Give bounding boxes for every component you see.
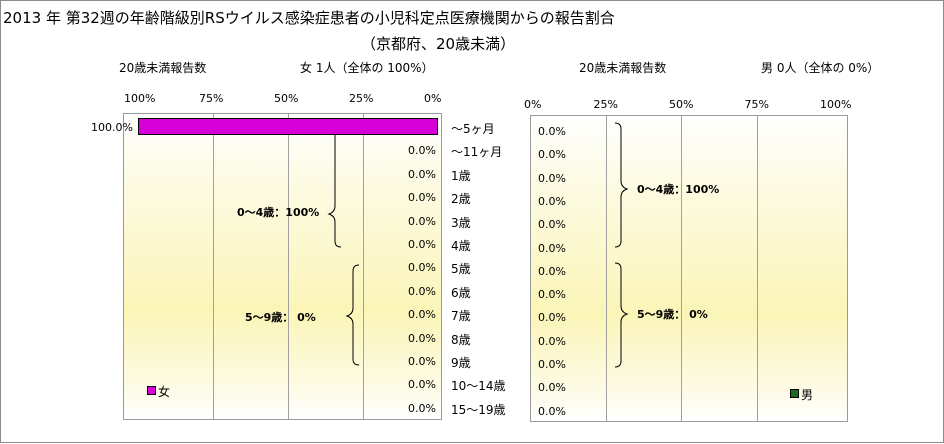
female-header-label: 20歳未満報告数 [119,61,207,75]
male-tick-label: 100% [820,98,852,111]
male-gridline [681,116,682,421]
female-value-label: 0.0% [408,308,436,322]
male-value-label: 0.0% [538,358,566,371]
male-value-label: 0.0% [538,381,566,395]
category-label: 8歳 [451,332,471,347]
male-value-label: 0.0% [538,334,566,348]
female-gridline [288,114,289,419]
male-value-label: 0.0% [538,194,566,208]
female-value-label: 0.0% [408,144,436,158]
chart-title: 2013 年 第32週の年齢階級別RSウイルス感染症患者の小児科定点医療機関から… [3,9,615,27]
female-value-label: 0.0% [408,284,436,298]
female-value-label: 0.0% [408,167,436,181]
male-value-label: 0.0% [538,218,566,232]
male-plot-area [530,115,848,422]
male-value-label: 0.0% [538,264,566,278]
category-label: 15～19歳 [451,402,506,417]
female-tick-label: 50% [274,92,299,105]
category-label: ～5ヶ月 [451,122,495,136]
male-tick-label: 25% [593,98,618,111]
female-value-label: 0.0% [408,331,436,345]
category-label: ～11ヶ月 [451,145,503,160]
female-plot-area [123,113,442,420]
male-gridline [605,116,607,421]
female-legend-label: 女 [158,385,171,399]
male-header-label: 20歳未満報告数 [579,61,667,75]
male-legend-label: 男 [801,388,814,402]
female-tick-label: 0% [424,92,442,105]
female-bar [138,118,438,135]
female-value-label: 0.0% [408,401,436,415]
male-value-label: 0.0% [538,171,566,185]
female-legend-swatch [147,386,156,395]
male-value-label: 0.0% [538,311,566,325]
female-gridline [363,114,364,419]
female-value-label: 0.0% [408,378,436,392]
male-value-label: 0.0% [538,148,566,162]
female-tick-label: 25% [349,92,374,105]
category-label: 1歳 [451,168,471,183]
female-value-label: 0.0% [408,191,436,205]
male-legend: 男 [790,386,813,403]
female-header-count: 女 1人（全体の 100%） [300,61,434,75]
category-label: 2歳 [451,192,471,207]
male-value-label: 0.0% [538,288,566,302]
female-tick-label: 75% [199,92,224,105]
female-value-label: 0.0% [408,214,436,228]
male-tick-label: 0% [524,98,542,111]
female-gridline [213,114,214,419]
male-brace-5-9 [614,262,629,368]
category-label: 7歳 [451,309,471,324]
male-header-count: 男 0人（全体の 0%） [761,61,880,75]
male-gridline [756,116,758,421]
male-legend-swatch [790,389,799,398]
male-brace-0-4 [614,122,629,248]
female-value-label: 100.0% [91,121,133,134]
female-value-label: 0.0% [408,355,436,368]
male-tick-label: 50% [669,98,694,111]
female-brace-5-9 [345,264,360,366]
category-label: 6歳 [451,285,471,300]
female-value-label: 0.0% [408,261,436,275]
female-brace-0-4 [327,118,342,248]
female-group-label-0-4: 0～4歳：100% [237,206,320,219]
female-tick-label: 100% [124,92,156,105]
male-group-label-5-9: 5～9歳： 0% [637,308,708,321]
female-legend: 女 [147,383,170,400]
female-value-label: 0.0% [408,238,436,251]
category-label: 5歳 [451,262,471,277]
male-value-label: 0.0% [538,125,566,138]
male-tick-label: 75% [744,98,769,111]
category-label: 9歳 [451,356,471,370]
category-label: 3歳 [451,215,471,230]
category-label: 10～14歳 [451,379,506,394]
male-group-label-0-4: 0～4歳：100% [637,183,720,196]
male-value-label: 0.0% [538,404,566,418]
male-value-label: 0.0% [538,241,566,255]
chart-subtitle: （京都府、20歳未満） [361,35,516,53]
category-label: 4歳 [451,239,471,253]
female-group-label-5-9: 5～9歳： 0% [245,311,316,324]
